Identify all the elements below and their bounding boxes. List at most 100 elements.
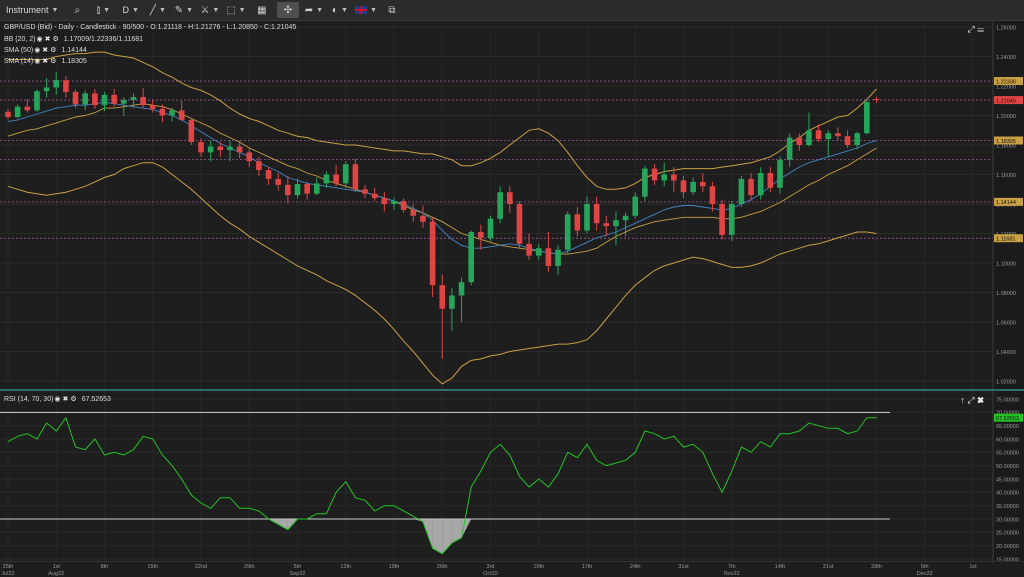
x-tick-sublabel: Nov22 [724,571,740,577]
candle-body [285,184,291,196]
language-menu[interactable]: ▼ [354,2,377,18]
candle-body [294,184,301,196]
candle [786,133,793,168]
more-icon[interactable]: ☰ [977,24,984,34]
legend-bb[interactable]: BB (20, 2) ◉ ✖ ⚙ 1.17009/1.22336/1.11681 [4,35,143,44]
x-tick-sublabel: Dec22 [917,571,933,577]
x-tick-sublabel: Aug22 [48,571,64,577]
instrument-menu[interactable]: Instrument ▼ [0,0,64,20]
timeframe-menu[interactable]: D ▼ [116,0,144,20]
close-icon[interactable]: ✖ [44,36,51,43]
legend-rsi[interactable]: RSI (14, 70, 30) ◉ ✖ ⚙ 67.52653 [4,395,111,404]
candle-body [217,146,224,151]
x-tick-label: 5th [294,564,302,570]
trash-icon[interactable]: ⬚ ▼ [226,4,246,16]
close-icon[interactable]: ✖ [62,396,69,403]
expand-icon[interactable]: ⤢ [967,24,975,34]
legend-main-text: GBP/USD (Bid) - Daily - Candlestick · 90… [4,24,297,31]
candle [24,99,31,113]
eye-icon[interactable]: ◉ [36,36,43,43]
pane-separator[interactable] [0,389,1024,391]
candle-body [507,192,513,204]
candle-body [487,218,494,238]
arrow-up-icon[interactable]: ↑ [960,395,965,405]
level-tag-label: 1.21045 [996,98,1016,104]
eye-icon[interactable]: ◉ [34,58,41,65]
share-icon[interactable]: ➦ ▼ [304,4,324,16]
candle-body [198,142,204,153]
legend-sma14[interactable]: SMA (14) ◉ ✖ ⚙ 1.18305 [4,57,87,66]
candle [632,192,639,219]
candle [497,186,503,224]
candle [236,140,243,159]
y-tick-label: 1.02000 [996,380,1016,386]
candle [844,130,851,148]
candle-body [593,204,600,224]
search-icon[interactable]: ⌕ [74,4,81,16]
y-tick-label: 1.06000 [996,321,1016,327]
close-icon[interactable]: ✖ [42,47,49,54]
candle [651,164,658,185]
candle-body [777,159,783,188]
price-pane-controls: ⤢ ☰ [968,24,984,35]
candle-body [188,119,195,143]
eye-icon[interactable]: ◉ [54,396,61,403]
rsi-y-tick-label: 55.00000 [996,451,1019,457]
theme-icon[interactable]: ◐ ▼ [331,4,348,16]
gear-icon[interactable]: ⚙ [50,47,57,54]
bollinger-lower-line [7,162,877,385]
expand-icon[interactable]: ⤢ [967,395,975,405]
candle-body [622,215,629,221]
candle-body [835,133,841,137]
close-icon[interactable]: ✖ [42,58,49,65]
crosshair-icon[interactable]: ✣ [276,2,299,18]
rsi-chart[interactable]: 75.00000 70.00000 65.00000 60.00000 55.00000… [0,391,1024,563]
rsi-pane-controls: ↑ ⤢ ✖ [960,395,984,406]
candle-body [275,178,281,185]
candle-body [632,196,639,216]
candle-body [130,97,137,101]
candle [873,96,880,103]
candle-body [101,94,108,106]
close-icon[interactable]: ✖ [977,395,984,405]
pencil-icon[interactable]: ✎ ▼ [174,4,194,16]
candle-body [323,174,330,184]
rsi-y-tick-label: 25.00000 [996,531,1019,537]
candle-body [333,174,339,184]
candle-body [169,110,175,116]
rsi-last-label: 67.52653 [996,416,1019,422]
candle [526,233,532,261]
candle-body [439,285,446,309]
candle-body [555,249,561,266]
candle-body [748,178,754,196]
rsi-oversold-fill [287,519,298,530]
gear-icon[interactable]: ⚙ [50,58,57,65]
candle [603,215,610,237]
popout-icon[interactable]: ⧉ [388,4,396,16]
time-axis[interactable]: 25th Jul22 1st Aug22 8th 15th 22nd 29th 5th Sep22… [0,561,1024,577]
candle-body [613,220,619,227]
candle [188,117,195,145]
candle [690,177,696,196]
price-pane[interactable]: 1.26000 1.24000 1.22000 1.20000 1.18000 1.160… [0,21,1024,389]
candle-body [82,93,88,105]
candle [680,175,687,199]
chart-type-icon[interactable]: ⫾ ▼ [96,4,111,16]
eye-icon[interactable]: ◉ [34,47,41,54]
price-chart[interactable]: 1.26000 1.24000 1.22000 1.20000 1.18000 1.160… [0,21,1024,389]
tools-icon[interactable]: ⚔ ▼ [200,4,220,16]
draw-line-icon[interactable]: ╱ ▼ [149,4,166,16]
gear-icon[interactable]: ⚙ [70,396,77,403]
gear-icon[interactable]: ⚙ [52,36,59,43]
layout-icon[interactable]: ▦ [257,4,267,16]
candle [14,104,21,119]
candle [130,93,137,109]
legend-sma50[interactable]: SMA (50) ◉ ✖ ⚙ 1.14144 [4,46,87,55]
candle-body [410,209,417,216]
x-tick-label: 25th [3,564,14,570]
legend-bb-label: BB (20, 2) [4,35,36,43]
candle [815,124,822,143]
rsi-pane[interactable]: 75.00000 70.00000 65.00000 60.00000 55.00000… [0,391,1024,563]
candle-body [728,204,735,235]
candle-body [516,204,523,244]
